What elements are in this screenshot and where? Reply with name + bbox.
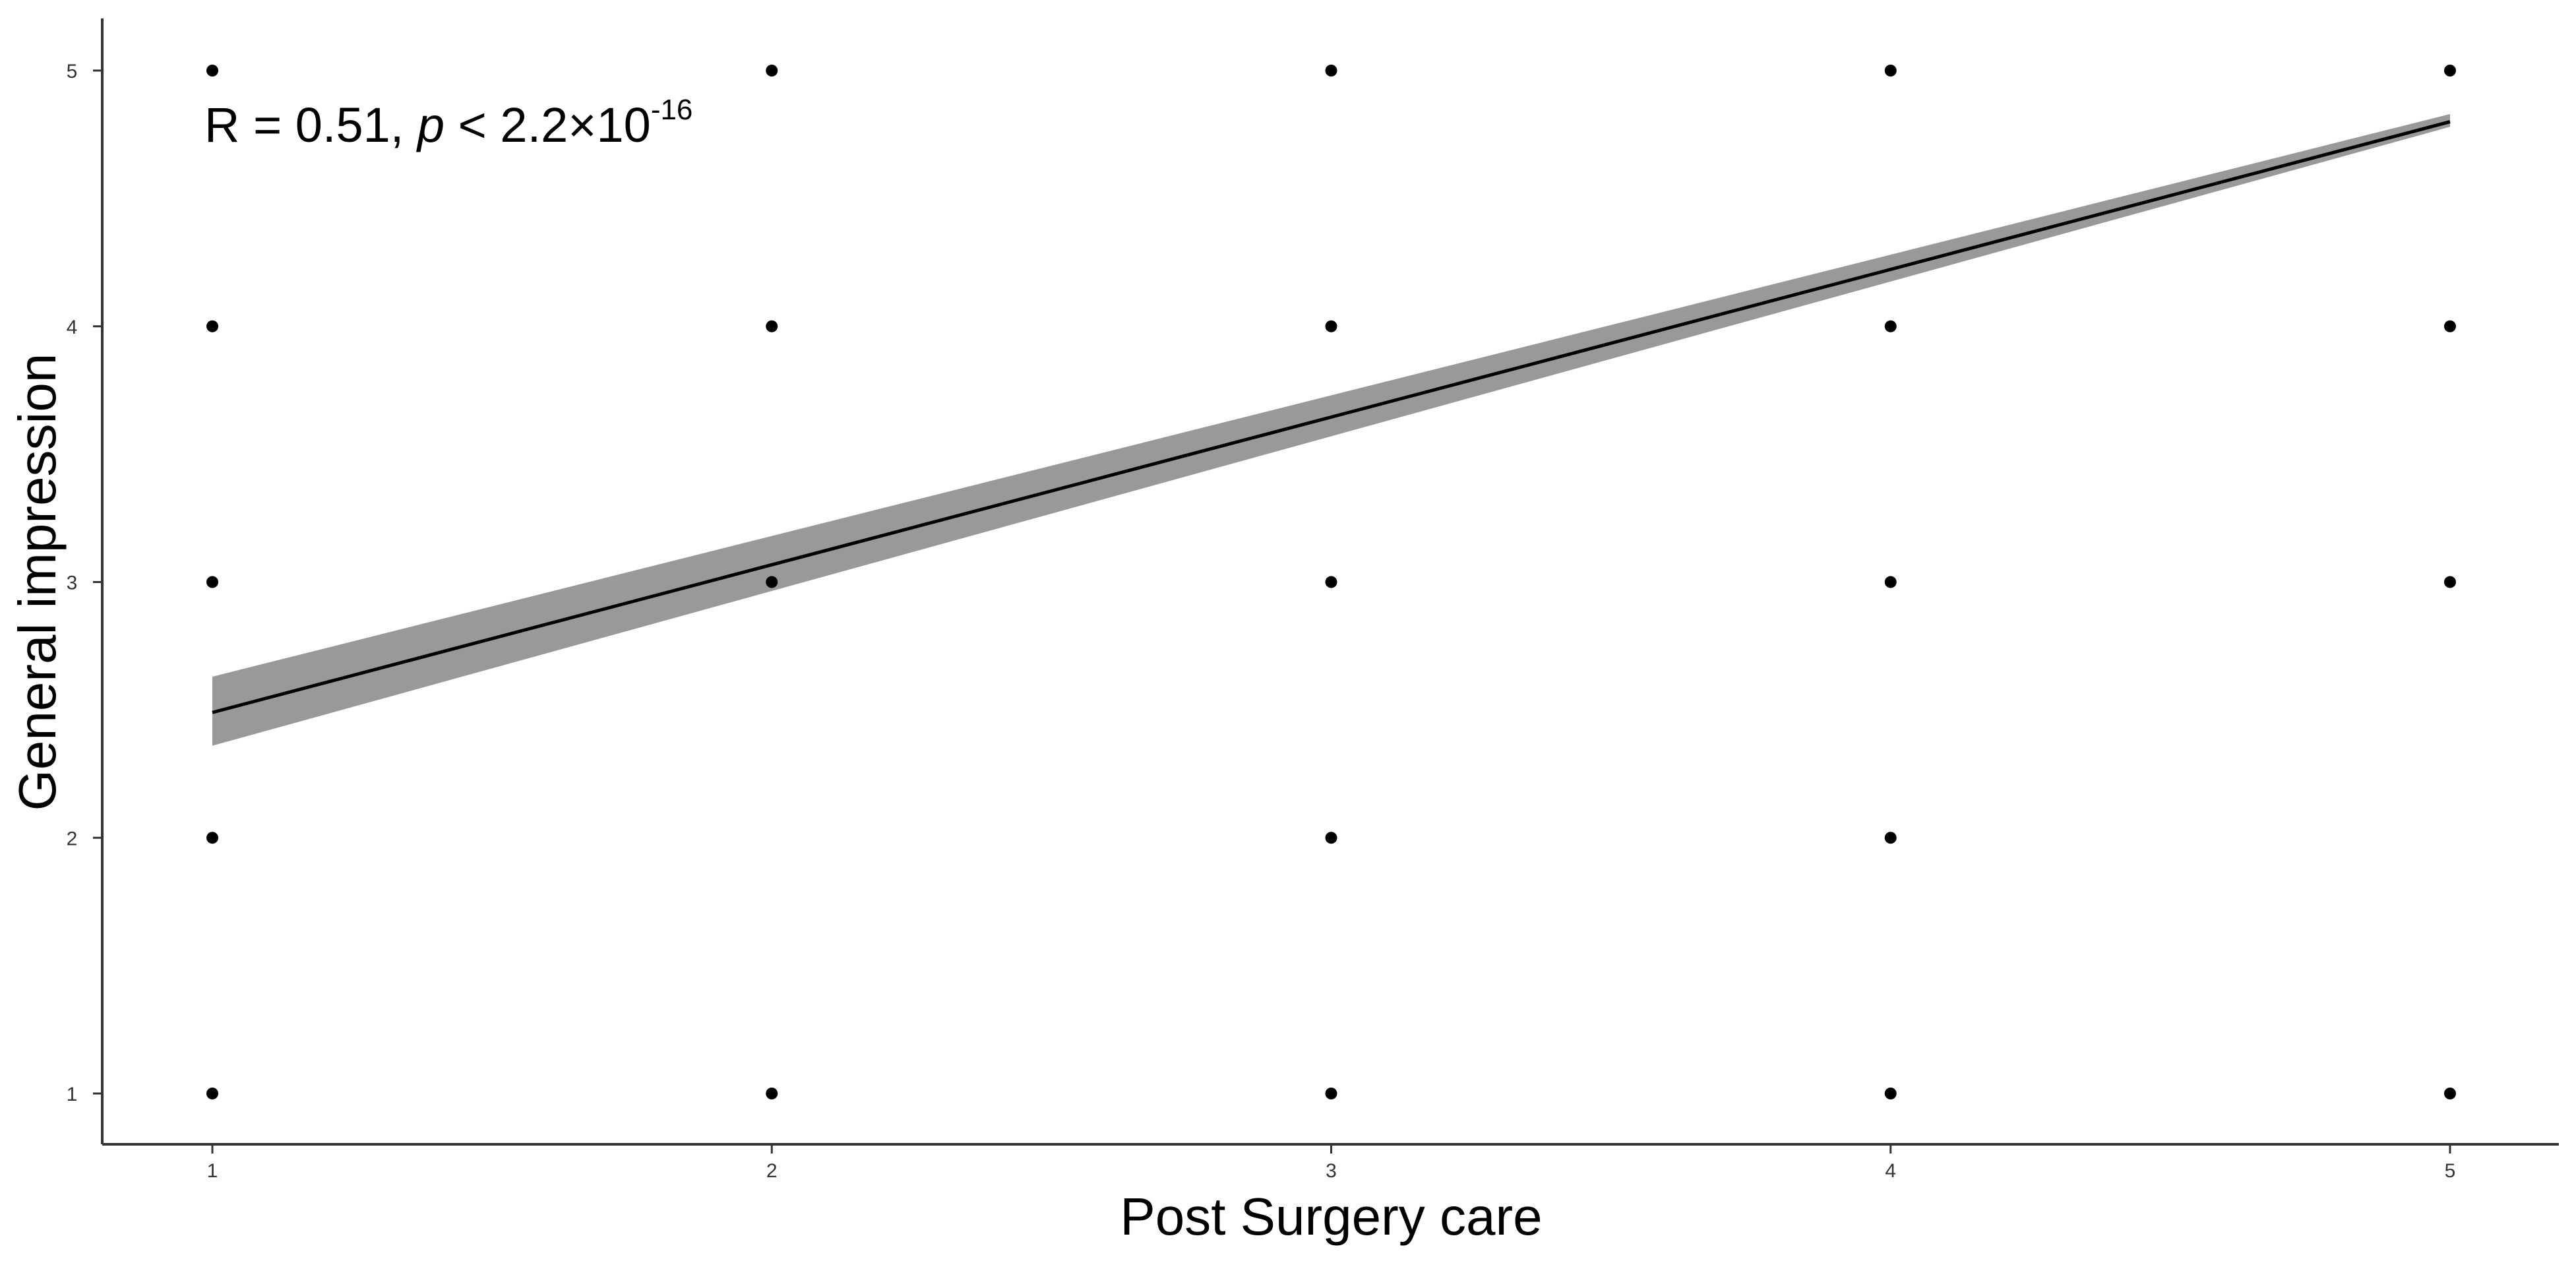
data-point xyxy=(1884,1088,1897,1099)
regression-line-layer xyxy=(212,120,2451,714)
data-point xyxy=(766,65,778,77)
x-axis-ticks: 1 2 3 4 5 xyxy=(207,1144,2456,1182)
x-axis-title: Post Surgery care xyxy=(1120,1187,1542,1246)
y-tick-label: 3 xyxy=(67,572,78,594)
annotation-prefix: R = 0.51, xyxy=(204,98,417,152)
data-point xyxy=(766,320,778,332)
data-points-layer xyxy=(206,65,2456,1099)
data-point xyxy=(206,1088,218,1099)
x-tick-label: 1 xyxy=(207,1160,218,1182)
data-point xyxy=(206,65,218,77)
data-point xyxy=(2444,576,2456,588)
x-tick-label: 3 xyxy=(1326,1160,1337,1182)
y-tick-label: 1 xyxy=(67,1084,78,1105)
data-point xyxy=(1884,832,1897,844)
y-tick-label: 4 xyxy=(67,317,78,338)
data-point xyxy=(1325,576,1337,588)
y-tick-label: 2 xyxy=(67,828,78,849)
data-point xyxy=(206,320,218,332)
data-point xyxy=(2444,320,2456,332)
x-tick-label: 2 xyxy=(766,1160,778,1182)
annotation-middle: < 2.2×10 xyxy=(445,98,651,152)
x-tick-label: 5 xyxy=(2445,1160,2456,1182)
data-point xyxy=(206,576,218,588)
data-point xyxy=(766,576,778,588)
data-point xyxy=(1325,1088,1337,1099)
y-axis-title: General impression xyxy=(8,354,67,811)
data-point xyxy=(1325,65,1337,77)
x-tick-label: 4 xyxy=(1885,1160,1896,1182)
data-point xyxy=(206,832,218,844)
regression-line xyxy=(212,120,2451,714)
correlation-annotation: R = 0.51, p < 2.2×10-16 xyxy=(204,94,692,152)
data-point xyxy=(766,1088,778,1099)
data-point xyxy=(1884,576,1897,588)
annotation-p-symbol: p xyxy=(416,98,445,152)
data-point xyxy=(1325,832,1337,844)
data-point xyxy=(1884,65,1897,77)
annotation-exponent: -16 xyxy=(651,94,693,126)
data-point xyxy=(2444,1088,2456,1099)
data-point xyxy=(1325,320,1337,332)
y-axis-ticks: 1 2 3 4 5 xyxy=(67,61,102,1105)
y-tick-label: 5 xyxy=(67,61,78,82)
data-point xyxy=(1884,320,1897,332)
data-point xyxy=(2444,65,2456,77)
